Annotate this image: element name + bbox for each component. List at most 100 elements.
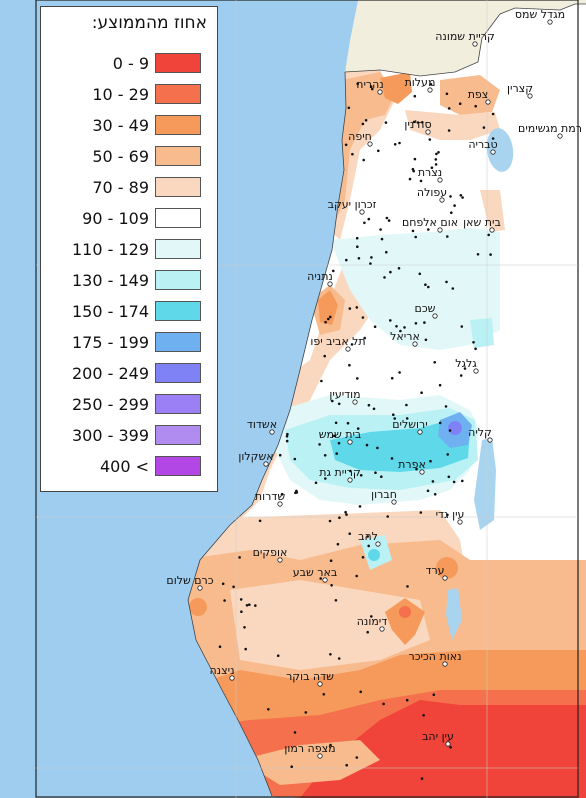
station-dot <box>345 258 348 262</box>
zone-50-69-north-coast <box>336 72 395 220</box>
place-label: ניצנה <box>210 664 235 677</box>
station-dot <box>405 417 409 420</box>
zone-150-174-lahav <box>368 549 380 561</box>
station-dot <box>431 480 435 483</box>
station-dot <box>433 493 437 496</box>
place-label: אופקים <box>253 546 288 559</box>
station-dot <box>419 179 423 183</box>
station-dot <box>450 211 453 214</box>
place-dot <box>557 133 563 139</box>
legend-swatch <box>155 456 201 476</box>
place-dot <box>269 429 275 435</box>
zone-70-89-jordan <box>480 190 505 232</box>
station-dot <box>348 532 352 535</box>
place-label: אריאל <box>390 330 420 343</box>
station-dot <box>385 216 389 220</box>
station-dot <box>376 446 379 450</box>
station-dot <box>370 615 373 618</box>
station-dot <box>393 417 397 420</box>
place-dot <box>345 346 351 352</box>
station-dot <box>323 354 327 358</box>
place-label: קריית גת <box>319 466 360 479</box>
station-dot <box>452 480 456 484</box>
station-dot <box>285 439 289 443</box>
station-dot <box>424 338 428 342</box>
legend-label: 0 - 9 <box>112 54 149 73</box>
place-label: נאות הכיכר <box>409 650 462 663</box>
station-dot <box>458 102 462 105</box>
station-dot <box>232 585 235 589</box>
dead-sea <box>474 438 496 530</box>
station-dot <box>218 645 222 648</box>
legend-swatch <box>155 394 201 414</box>
place-dot <box>489 227 495 233</box>
legend-swatch <box>155 146 201 166</box>
station-dot <box>434 163 438 166</box>
station-dot <box>379 228 382 231</box>
place-label: רמת מגשימים <box>518 122 582 135</box>
station-dot <box>428 138 432 141</box>
legend-row: 150 - 174 <box>41 299 217 325</box>
station-dot <box>444 405 448 408</box>
place-dot <box>485 99 491 105</box>
place-dot <box>359 209 365 215</box>
place-dot <box>352 399 358 405</box>
station-dot <box>348 307 352 310</box>
station-dot <box>415 467 418 471</box>
station-dot <box>356 245 359 248</box>
place-dot <box>263 461 269 467</box>
zone-150-174 <box>330 420 470 472</box>
place-dot <box>419 469 425 475</box>
legend-row: 110 - 129 <box>41 237 217 263</box>
station-dot <box>429 459 432 463</box>
zone-110-129 <box>330 228 500 350</box>
station-dot <box>359 690 363 694</box>
place-dot <box>425 129 431 135</box>
legend-swatch <box>155 208 201 228</box>
place-label: מגדל שמס <box>515 8 565 21</box>
station-dot <box>399 329 402 333</box>
station-dot <box>405 403 408 407</box>
station-dot <box>293 731 297 734</box>
legend-label: 90 - 109 <box>82 209 149 228</box>
station-dot <box>356 377 359 380</box>
station-dot <box>472 341 475 344</box>
station-dot <box>370 256 373 259</box>
zone-30-49-north <box>380 72 412 104</box>
station-dot <box>445 280 448 284</box>
station-dot <box>304 711 308 714</box>
place-dot <box>317 753 323 759</box>
station-dot <box>451 287 455 290</box>
place-dot <box>229 675 235 681</box>
station-dot <box>449 746 452 749</box>
station-dot <box>357 257 361 260</box>
legend-label: 400 < <box>99 457 149 476</box>
station-dot <box>344 143 348 147</box>
station-dot <box>446 453 450 456</box>
legend-label: 300 - 399 <box>71 426 149 445</box>
station-dot <box>356 427 360 430</box>
station-dot <box>369 262 372 265</box>
station-dot <box>329 315 332 319</box>
station-dot <box>367 403 371 407</box>
place-label: דימונה <box>357 615 388 628</box>
station-dot <box>329 559 333 562</box>
station-dot <box>482 126 486 129</box>
station-dot <box>420 391 423 395</box>
place-dot <box>472 41 478 47</box>
station-dot <box>491 137 495 140</box>
station-dot <box>327 317 330 321</box>
zone-10-29-dimona <box>399 606 411 618</box>
station-dot <box>414 322 418 325</box>
legend-swatch <box>155 53 201 73</box>
station-dot <box>447 129 451 132</box>
station-dot <box>330 584 333 587</box>
station-dot <box>382 702 385 706</box>
station-dot <box>389 270 392 274</box>
station-dot <box>347 106 351 110</box>
zone-30-49-arad <box>436 557 458 579</box>
station-dot <box>380 475 383 479</box>
zone-50-69-far-south <box>240 740 380 785</box>
station-dot <box>285 435 289 438</box>
station-dot <box>460 325 464 328</box>
